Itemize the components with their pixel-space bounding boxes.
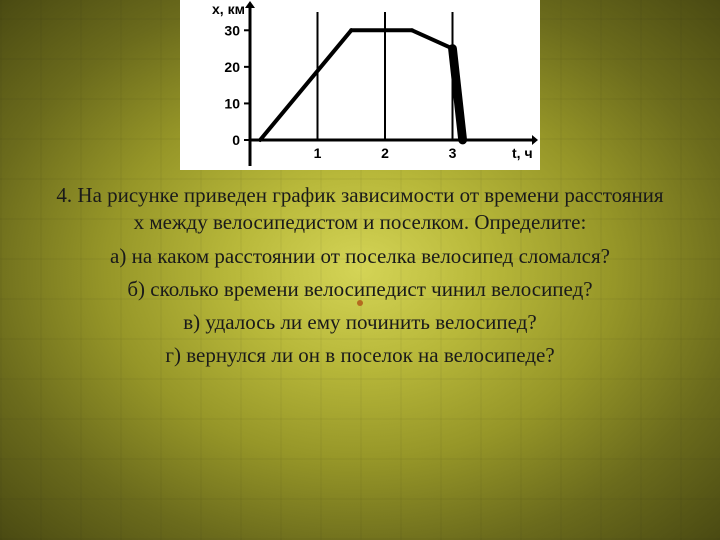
chart-svg: 0 10 20 30 1 2 3 x, км t, ч xyxy=(180,0,540,170)
svg-text:x, км: x, км xyxy=(212,1,245,17)
svg-text:1: 1 xyxy=(314,145,322,161)
svg-text:20: 20 xyxy=(224,59,240,75)
question-b: б) сколько времени велосипедист чинил ве… xyxy=(50,276,670,303)
question-d: г) вернулся ли он в поселок на велосипед… xyxy=(50,342,670,369)
question-intro: 4. На рисунке приведен график зависимост… xyxy=(50,182,670,237)
question-c: в) удалось ли ему починить велосипед? xyxy=(50,309,670,336)
question-text-block: 4. На рисунке приведен график зависимост… xyxy=(0,182,720,376)
question-a: а) на каком расстоянии от поселка велоси… xyxy=(50,243,670,270)
svg-text:30: 30 xyxy=(224,22,240,38)
svg-text:t, ч: t, ч xyxy=(512,145,533,161)
svg-text:10: 10 xyxy=(224,95,240,111)
svg-text:3: 3 xyxy=(449,145,457,161)
svg-text:2: 2 xyxy=(381,145,389,161)
distance-time-chart: 0 10 20 30 1 2 3 x, км t, ч xyxy=(180,0,540,170)
svg-text:0: 0 xyxy=(232,132,240,148)
